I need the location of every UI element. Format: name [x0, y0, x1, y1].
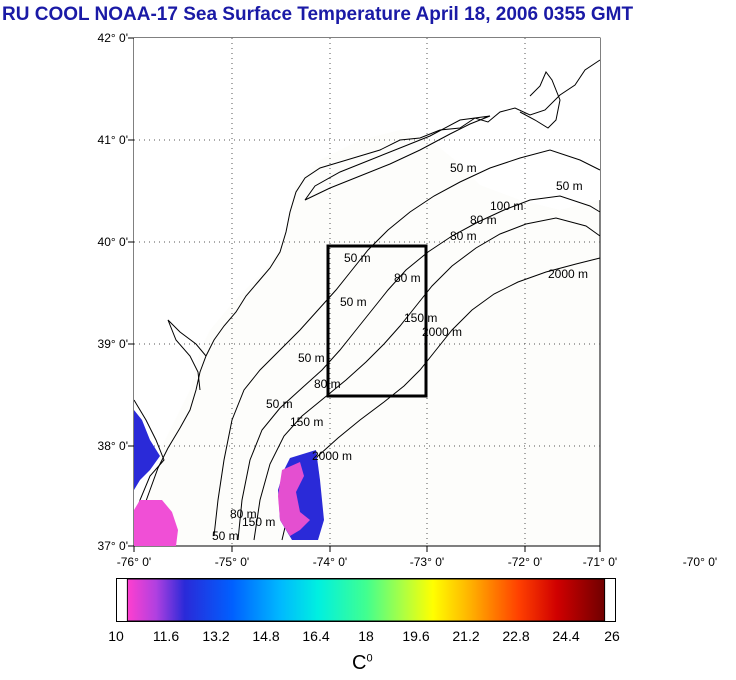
contour-label: 50 m [556, 179, 583, 193]
land-area [134, 38, 600, 546]
lat-labels: 42° 0' 41° 0' 40° 0' 39° 0' 38° 0' 37° 0… [98, 31, 128, 553]
contour-label: 150 m [290, 415, 323, 429]
contour-label: 2000 m [548, 267, 588, 281]
lon-labels: -76° 0' -75° 0' -74° 0' -73° 0' -72° 0' … [117, 555, 717, 569]
delaware-bay [167, 319, 207, 391]
contour-label: 50 m [450, 161, 477, 175]
contour-label: 50 m [212, 529, 239, 543]
colorbar-tick: 11.6 [152, 628, 180, 644]
contour-label: 150 m [242, 515, 275, 529]
lon-label: -76° 0' [117, 555, 151, 569]
contour-50m [213, 149, 601, 537]
colorbar [116, 578, 616, 622]
contour-label: 80 m [314, 377, 341, 391]
contour-label: 100 m [490, 199, 523, 213]
contour-label: 80 m [470, 213, 497, 227]
contour-label: 50 m [344, 251, 371, 265]
lat-label: 40° 0' [98, 235, 128, 249]
sst-patch-coastal [134, 410, 160, 490]
lon-label: -74° 0' [313, 555, 347, 569]
sst-patch-offshore-pink [278, 462, 310, 536]
coastline [133, 59, 601, 547]
lat-label: 42° 0' [98, 31, 128, 45]
contour-label: 2000 m [312, 449, 352, 463]
contour-label-group: 50 m 50 m 80 m 80 m 100 m 2000 m 80 m 15… [212, 161, 588, 543]
long-island [304, 115, 491, 201]
colorbar-tick: 14.8 [252, 628, 280, 644]
colorbar-tick: 18 [358, 628, 374, 644]
lat-label: 39° 0' [98, 337, 128, 351]
lon-label: -75° 0' [215, 555, 249, 569]
lon-label: -72° 0' [508, 555, 542, 569]
contour-80m [237, 195, 601, 541]
colorbar-gradient [116, 578, 616, 622]
cape-cod [519, 71, 561, 129]
contour-label: 50 m [298, 351, 325, 365]
contour-label: 50 m [266, 397, 293, 411]
contour-label: 80 m [394, 271, 421, 285]
lon-label: -70° 0' [683, 555, 717, 569]
contour-label: 2000 m [422, 325, 462, 339]
lat-label: 38° 0' [98, 439, 128, 453]
axis-ticks [128, 37, 601, 552]
unit-symbol: C [352, 652, 367, 674]
contour-label: 80 m [450, 229, 477, 243]
colorbar-tick: 21.2 [452, 628, 480, 644]
lon-label: -73° 0' [410, 555, 444, 569]
colorbar-ticks: 10 11.6 13.2 14.8 16.4 18 19.6 21.2 22.8… [0, 628, 736, 648]
lon-label: -71° 0' [583, 555, 617, 569]
sst-patch-coastal-pink [134, 500, 178, 546]
map-title: RU COOL NOAA-17 Sea Surface Temperature … [2, 4, 634, 25]
contour-label: 80 m [230, 507, 257, 521]
lat-label: 37° 0' [98, 539, 128, 553]
colorbar-tick: 16.4 [302, 628, 330, 644]
colorbar-unit: C0 [352, 652, 373, 675]
contour-150m [253, 217, 601, 541]
sst-patches [134, 410, 324, 546]
contour-label: 50 m [340, 295, 367, 309]
colorbar-tick: 10 [108, 628, 124, 644]
colorbar-tick: 26 [604, 628, 620, 644]
lat-label: 41° 0' [98, 133, 128, 147]
unit-superscript: 0 [366, 652, 373, 665]
study-area-box [326, 244, 428, 398]
colorbar-tick: 24.4 [552, 628, 580, 644]
colorbar-tick: 19.6 [402, 628, 430, 644]
colorbar-tick: 13.2 [202, 628, 230, 644]
colorbar-tick: 22.8 [502, 628, 530, 644]
contour-label: 150 m [404, 311, 437, 325]
